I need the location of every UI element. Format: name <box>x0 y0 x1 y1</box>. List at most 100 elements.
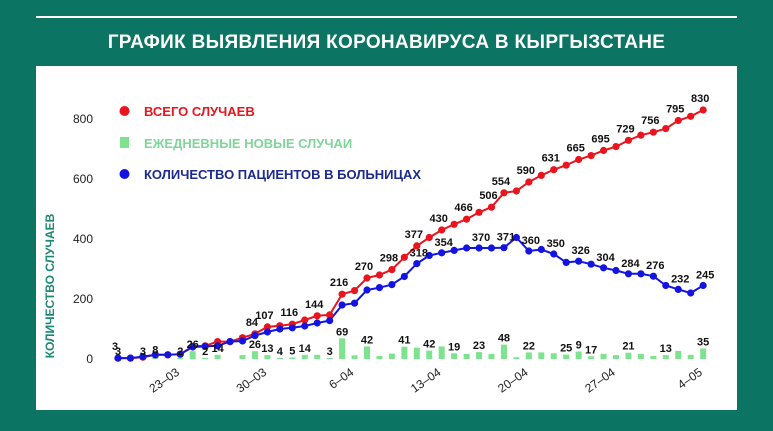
hospital-data-label: 360 <box>522 235 540 247</box>
daily-data-label: 3 <box>140 346 146 358</box>
hospital-point <box>276 325 284 333</box>
total-point <box>338 290 346 298</box>
y-axis-ticks: 0 200 400 600 800 <box>73 112 93 366</box>
total-point <box>649 128 657 136</box>
total-point <box>512 187 520 195</box>
total-point <box>301 316 309 324</box>
total-data-label: 430 <box>430 213 448 225</box>
hospital-point <box>612 266 620 275</box>
hospital-point <box>139 353 147 361</box>
hospital-point <box>388 281 396 289</box>
hospital-point <box>587 260 595 268</box>
total-data-label: 3 <box>112 341 118 353</box>
hospital-point <box>512 233 520 242</box>
hospital-point <box>400 272 408 281</box>
total-point <box>350 287 359 295</box>
daily-bar <box>426 350 433 359</box>
total-data-label: 756 <box>641 115 659 127</box>
daily-data-label: 3 <box>327 346 333 358</box>
daily-data-label: 35 <box>697 337 709 349</box>
hospital-point <box>487 244 496 252</box>
hospital-point <box>575 257 583 265</box>
total-point <box>375 271 384 279</box>
daily-bar <box>289 357 296 359</box>
hospital-point <box>562 258 570 266</box>
total-data-label: 84 <box>246 317 259 329</box>
total-point <box>450 220 458 228</box>
total-data-label: 695 <box>591 134 609 146</box>
hospital-point <box>662 281 670 290</box>
hospital-point <box>500 244 508 252</box>
daily-bar <box>351 355 358 359</box>
hospital-point <box>425 251 433 260</box>
total-data-label: 795 <box>666 104 684 116</box>
x-tick-label: 30–03 <box>234 365 270 396</box>
total-point <box>263 323 271 331</box>
daily-data-label: 17 <box>585 344 597 356</box>
legend-daily-swatch <box>120 137 129 148</box>
daily-bar <box>662 355 669 359</box>
hospital-point <box>214 342 222 350</box>
daily-bar <box>339 338 346 359</box>
total-point <box>413 242 421 250</box>
daily-bar <box>476 352 483 359</box>
hospital-point <box>637 270 645 278</box>
total-point <box>699 106 707 114</box>
daily-bar <box>525 352 532 359</box>
hospital-point <box>649 272 657 280</box>
hospital-point <box>687 289 695 297</box>
hospital-data-label: 370 <box>472 232 490 244</box>
daily-data-label: 9 <box>576 340 582 352</box>
total-data-label: 729 <box>616 123 634 135</box>
daily-bar <box>314 354 321 359</box>
daily-data-label: 4 <box>277 346 284 358</box>
hospital-data-label: 326 <box>571 245 589 257</box>
hospital-point <box>350 299 359 307</box>
hospital-point <box>599 264 608 272</box>
daily-bar <box>575 351 582 359</box>
header-band <box>36 18 737 75</box>
y-tick-label: 800 <box>73 112 93 126</box>
daily-bar <box>675 350 682 359</box>
total-point <box>500 189 508 197</box>
total-point <box>674 116 682 125</box>
daily-bar <box>463 353 470 359</box>
total-point <box>326 311 334 319</box>
daily-data-label: 14 <box>299 343 312 355</box>
daily-bar <box>413 347 420 359</box>
hospital-point <box>624 270 633 278</box>
hospital-point <box>313 319 321 327</box>
legend-total-swatch <box>119 106 130 116</box>
total-point <box>599 146 608 155</box>
total-data-label: 270 <box>355 261 373 273</box>
daily-bar <box>401 346 408 359</box>
daily-bar <box>500 344 507 359</box>
daily-data-label: 3 <box>115 346 121 358</box>
x-tick-label: 6–04 <box>326 365 356 392</box>
total-point <box>612 143 620 151</box>
hospital-data-label: 350 <box>547 238 565 250</box>
hospital-point <box>550 250 558 258</box>
total-point <box>388 266 396 274</box>
daily-data-label: 14 <box>211 343 224 355</box>
hospital-point <box>189 343 197 351</box>
hospital-data-label: 245 <box>696 270 714 282</box>
daily-bar <box>563 354 570 359</box>
hospital-point <box>288 324 296 332</box>
hospital-point <box>176 350 184 358</box>
daily-bar <box>376 356 383 359</box>
total-data-label: 298 <box>380 253 398 265</box>
hospital-point <box>238 337 247 345</box>
daily-bar <box>613 355 619 359</box>
daily-bar <box>637 353 644 359</box>
y-axis-label: КОЛИЧЕСТВО СЛУЧАЕВ <box>43 213 57 358</box>
daily-bar <box>202 358 209 359</box>
total-data-label: 107 <box>255 310 273 322</box>
chart-title: ГРАФИК ВЫЯВЛЕНИЯ КОРОНАВИРУСА В КЫРГЫЗСТ… <box>107 32 666 53</box>
daily-bar <box>251 351 258 359</box>
daily-bar <box>239 355 246 359</box>
daily-bar <box>687 354 694 359</box>
hospital-point <box>413 260 421 268</box>
legend: ВСЕГО СЛУЧАЕВ ЕЖЕДНЕВНЫЕ НОВЫЕ СЛУЧАИ КОЛИ… <box>119 104 421 182</box>
y-tick-label: 600 <box>73 172 93 186</box>
